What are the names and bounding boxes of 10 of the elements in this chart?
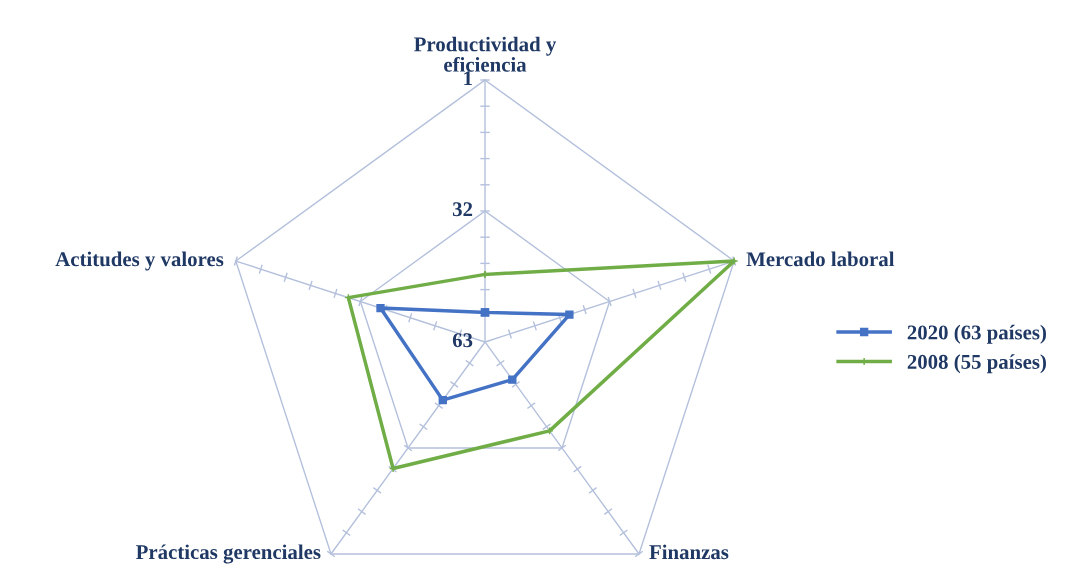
- spoke-label: Mercado laboral: [746, 251, 895, 267]
- spoke-label: Finanzas: [649, 544, 729, 560]
- spoke-label: Productividad y eficiencia: [414, 36, 557, 72]
- spoke-label: Prácticas gerenciales: [136, 544, 321, 564]
- y-tick-label: 63: [452, 333, 473, 348]
- legend-label: 2020 (63 países): [907, 324, 1046, 344]
- spoke-label: Actitudes y valores: [55, 251, 224, 271]
- legend-label: 2008 (55 países): [907, 354, 1046, 374]
- y-tick-label: 32: [452, 202, 473, 217]
- y-tick-label: 1: [464, 71, 472, 86]
